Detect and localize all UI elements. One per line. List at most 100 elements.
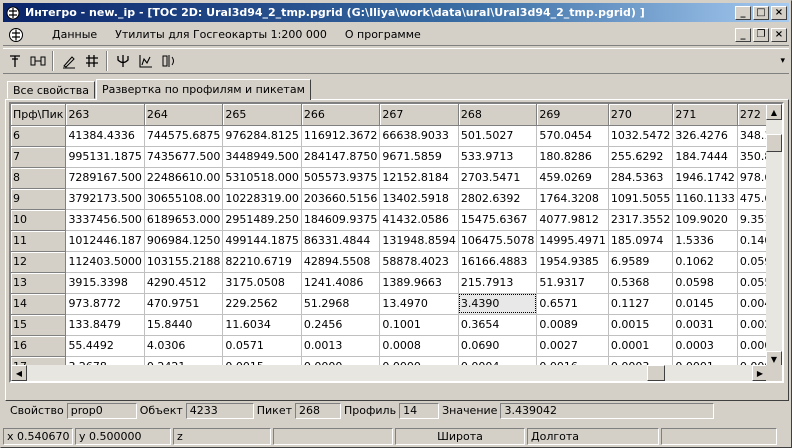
maximize-button[interactable]: □ — [753, 5, 769, 20]
table-cell[interactable]: 475.6351 — [737, 188, 768, 210]
table-cell[interactable]: 0.0015 — [222, 356, 302, 367]
scroll-down-icon[interactable]: ▼ — [766, 351, 782, 367]
table-cell[interactable]: 22486610.00 — [144, 167, 224, 189]
close-button[interactable]: × — [771, 5, 787, 20]
menu-data[interactable]: Данные — [52, 27, 98, 41]
row-header[interactable]: 12 — [11, 251, 67, 273]
tab-profile-picket-layout[interactable]: Развертка по профилям и пикетам — [95, 79, 311, 100]
table-cell[interactable]: 533.9713 — [458, 146, 538, 168]
toolbar-overflow-icon[interactable]: ▾ — [780, 56, 785, 66]
table-cell[interactable]: 3.2678 — [65, 356, 145, 367]
table-cell[interactable]: 41384.4336 — [65, 125, 145, 147]
table-cell[interactable]: 3792173.500 — [65, 188, 145, 210]
table-cell[interactable]: 1946.1742 — [672, 167, 738, 189]
table-cell[interactable]: 0.1406 — [737, 230, 768, 252]
table-cell[interactable]: 1.5336 — [672, 230, 738, 252]
table-cell[interactable]: 51.9317 — [536, 272, 609, 294]
grid-icon[interactable] — [81, 50, 103, 72]
column-header[interactable]: 267 — [379, 104, 459, 126]
column-header[interactable]: 272 — [737, 104, 768, 126]
table-cell[interactable]: 6189653.000 — [144, 209, 224, 231]
table-cell[interactable]: 2802.6392 — [458, 188, 538, 210]
table-cell[interactable]: 0.0145 — [672, 293, 738, 315]
table-cell[interactable]: 0.0556 — [737, 272, 768, 294]
pin-icon[interactable] — [4, 50, 26, 72]
table-cell[interactable]: 131948.8594 — [379, 230, 459, 252]
table-cell[interactable]: 184609.9375 — [301, 209, 381, 231]
table-cell[interactable]: 0.0592 — [737, 251, 768, 273]
table-cell[interactable]: 109.9020 — [672, 209, 738, 231]
table-cell[interactable]: 13.4970 — [379, 293, 459, 315]
table-cell[interactable]: 10228319.00 — [222, 188, 302, 210]
child-close-button[interactable]: × — [771, 27, 787, 42]
table-cell[interactable]: 1389.9663 — [379, 272, 459, 294]
child-restore-button[interactable]: ❐ — [753, 27, 769, 42]
table-cell[interactable]: 41432.0586 — [379, 209, 459, 231]
table-cell[interactable]: 13402.5918 — [379, 188, 459, 210]
column-header[interactable]: 271 — [672, 104, 738, 126]
document-menu-icon[interactable] — [7, 26, 25, 44]
table-cell[interactable]: 0.3654 — [458, 314, 538, 336]
column-header[interactable]: 265 — [222, 104, 302, 126]
table-cell[interactable]: 326.4276 — [672, 125, 738, 147]
table-cell[interactable]: 978.6646 — [737, 167, 768, 189]
table-cell[interactable]: 0.6571 — [536, 293, 609, 315]
table-cell[interactable]: 180.8286 — [536, 146, 609, 168]
row-header[interactable]: 17 — [11, 356, 67, 367]
row-header[interactable]: 8 — [11, 167, 67, 189]
table-cell[interactable]: 995131.1875 — [65, 146, 145, 168]
table-cell[interactable]: 112403.5000 — [65, 251, 145, 273]
table-cell[interactable]: 0.0008 — [737, 335, 768, 357]
table-cell[interactable]: 133.8479 — [65, 314, 145, 336]
table-cell[interactable]: 284147.8750 — [301, 146, 381, 168]
minimize-button[interactable]: _ — [735, 5, 751, 20]
table-cell[interactable]: 0.0003 — [672, 335, 738, 357]
table-cell[interactable]: 3915.3398 — [65, 272, 145, 294]
table-cell[interactable]: 0.0690 — [458, 335, 538, 357]
row-header[interactable]: 13 — [11, 272, 67, 294]
column-header[interactable]: 263 — [65, 104, 145, 126]
table-cell[interactable]: 103155.2188 — [144, 251, 224, 273]
table-cell[interactable]: 116912.3672 — [301, 125, 381, 147]
table-cell[interactable]: 350.8066 — [737, 146, 768, 168]
table-cell[interactable]: 3175.0508 — [222, 272, 302, 294]
table-cell[interactable]: 0.1001 — [379, 314, 459, 336]
psi-icon[interactable] — [112, 50, 134, 72]
table-cell[interactable]: 0.1062 — [672, 251, 738, 273]
scroll-left-icon[interactable]: ◀ — [11, 365, 27, 381]
table-cell[interactable]: 66638.9033 — [379, 125, 459, 147]
table-cell[interactable]: 0.0008 — [379, 335, 459, 357]
column-header[interactable]: 268 — [458, 104, 538, 126]
table-cell[interactable]: 348.1860 — [737, 125, 768, 147]
table-cell[interactable]: 2703.5471 — [458, 167, 538, 189]
table-cell[interactable]: 3448949.500 — [222, 146, 302, 168]
column-header[interactable]: 264 — [144, 104, 224, 126]
table-cell[interactable]: 0.0013 — [301, 335, 381, 357]
table-cell[interactable]: 1091.5055 — [608, 188, 674, 210]
table-cell[interactable]: 0.0598 — [672, 272, 738, 294]
table-cell[interactable]: 0.0016 — [536, 356, 609, 367]
table-cell[interactable]: 58878.4023 — [379, 251, 459, 273]
table-cell[interactable]: 1241.4086 — [301, 272, 381, 294]
table-cell[interactable]: 4.0306 — [144, 335, 224, 357]
table-cell[interactable]: 82210.6719 — [222, 251, 302, 273]
table-cell[interactable]: 55.4492 — [65, 335, 145, 357]
table-cell[interactable]: 2951489.250 — [222, 209, 302, 231]
table-cell[interactable]: 215.7913 — [458, 272, 538, 294]
row-header[interactable]: 9 — [11, 188, 67, 210]
table-cell[interactable]: 2317.3552 — [608, 209, 674, 231]
table-cell[interactable]: 30655108.00 — [144, 188, 224, 210]
vertical-scrollbar[interactable]: ▲ ▼ — [766, 104, 782, 367]
row-header[interactable]: 15 — [11, 314, 67, 336]
table-cell[interactable]: 1160.1133 — [672, 188, 738, 210]
scroll-up-icon[interactable]: ▲ — [766, 104, 782, 120]
table-cell[interactable]: 0.0015 — [608, 314, 674, 336]
edit-icon[interactable] — [58, 50, 80, 72]
table-cell[interactable]: 505573.9375 — [301, 167, 381, 189]
table-cell[interactable]: 1032.5472 — [608, 125, 674, 147]
table-cell[interactable]: 15475.6367 — [458, 209, 538, 231]
child-minimize-button[interactable]: _ — [735, 27, 751, 42]
table-cell[interactable]: 14995.4971 — [536, 230, 609, 252]
